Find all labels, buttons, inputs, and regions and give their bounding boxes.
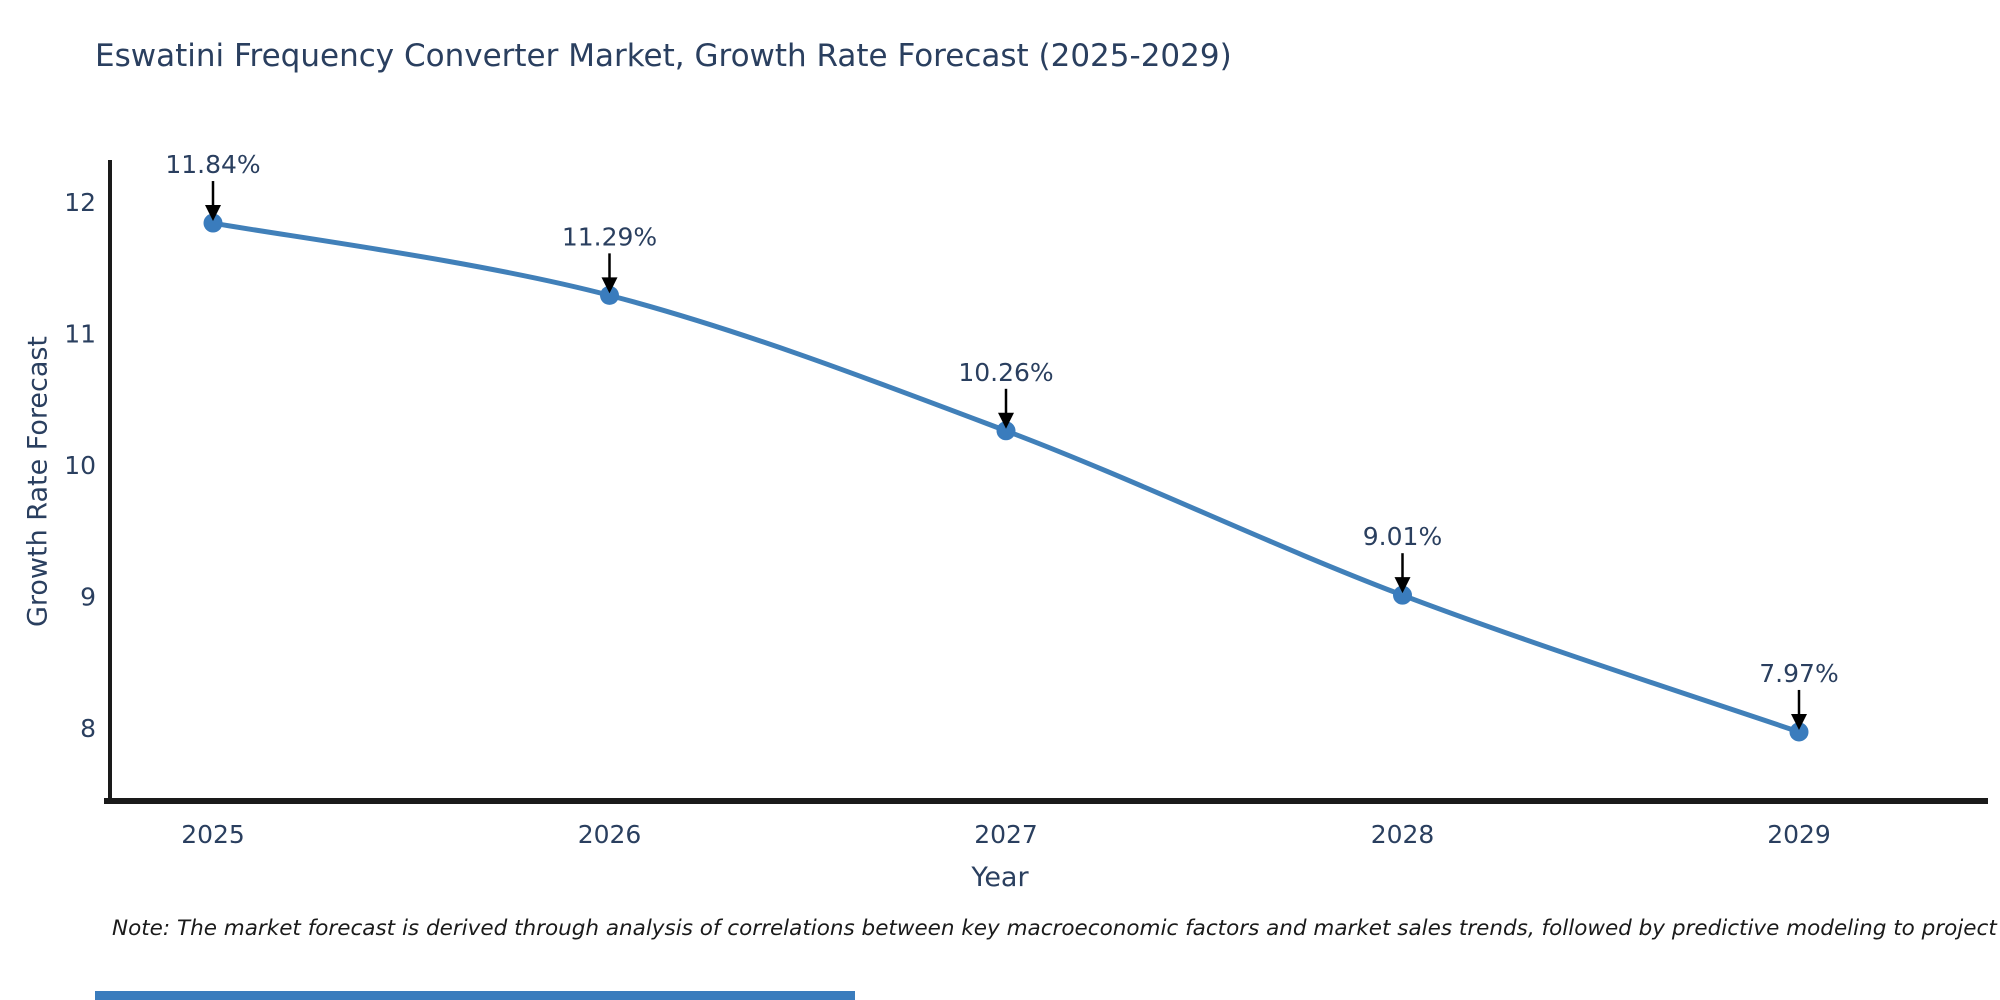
y-tick-label: 12 (64, 188, 96, 217)
annotation-arrow-head (998, 412, 1014, 429)
data-point-marker (203, 213, 223, 233)
x-tick-label: 2025 (181, 820, 245, 849)
data-point-marker (1393, 585, 1412, 605)
chart-title: Eswatini Frequency Converter Market, Gro… (95, 38, 1232, 74)
y-axis-title: Growth Rate Forecast (22, 335, 54, 628)
x-tick-label: 2029 (1767, 820, 1831, 849)
footnote-text: Note: The market forecast is derived thr… (112, 916, 2000, 941)
data-point-label: 10.26% (958, 358, 1053, 387)
y-tick-label: 11 (64, 320, 96, 349)
data-point-marker (1789, 722, 1809, 742)
data-point-label: 9.01% (1363, 522, 1442, 551)
y-tick-label: 9 (80, 583, 96, 612)
x-tick-label: 2027 (974, 820, 1038, 849)
forecast-line (212, 220, 1800, 735)
data-point-label: 11.84% (165, 150, 260, 179)
x-tick-label: 2028 (1371, 820, 1435, 849)
y-tick-label: 8 (80, 714, 96, 743)
annotation-arrow-head (1394, 577, 1411, 594)
x-tick-label: 2026 (578, 820, 642, 849)
x-axis-title: Year (971, 862, 1029, 893)
annotation-arrow-head (601, 277, 618, 294)
annotation-arrow-head (205, 205, 221, 222)
data-point-label: 11.29% (562, 222, 657, 251)
y-tick-label: 10 (64, 451, 96, 480)
data-point-marker (996, 421, 1016, 441)
footer-accent-bar (95, 991, 855, 1000)
data-point-marker (600, 285, 619, 305)
annotation-arrow-head (1791, 713, 1807, 730)
data-point-label: 7.97% (1759, 659, 1838, 688)
